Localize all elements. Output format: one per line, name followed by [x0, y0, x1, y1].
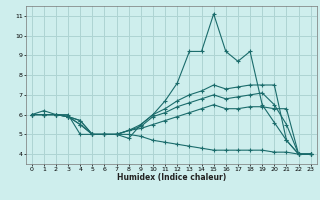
X-axis label: Humidex (Indice chaleur): Humidex (Indice chaleur): [116, 173, 226, 182]
